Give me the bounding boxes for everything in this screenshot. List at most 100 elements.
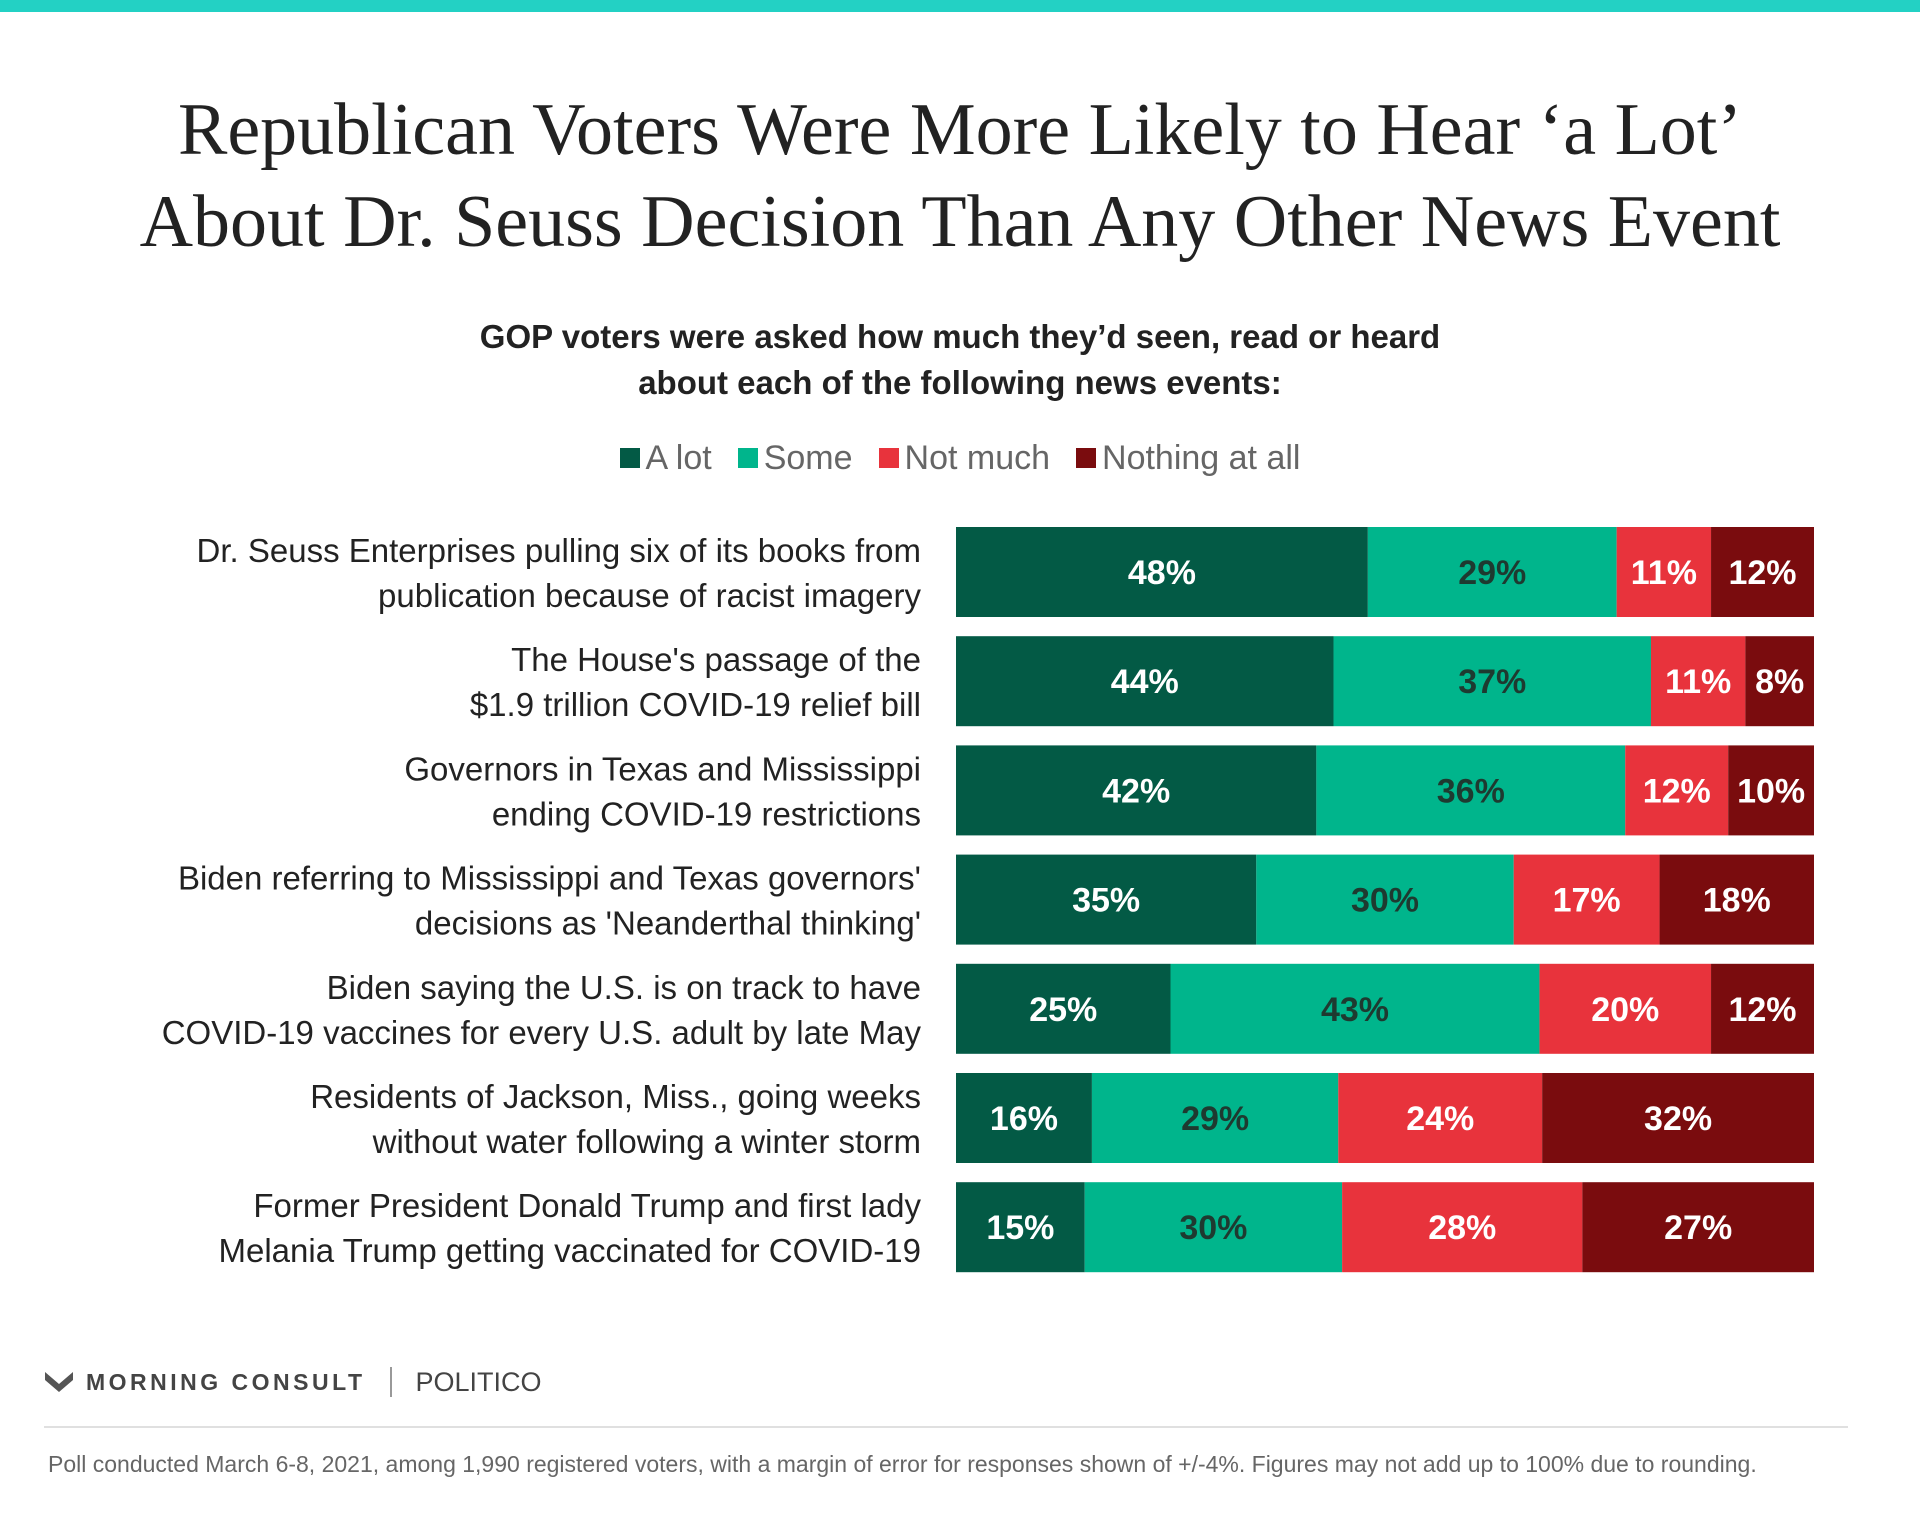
data-label: 44% [1111, 663, 1179, 701]
category-label-line: The House's passage of the [511, 641, 921, 678]
legend-swatch [619, 448, 640, 468]
data-label: 25% [1029, 991, 1097, 1029]
data-label: 16% [990, 1100, 1058, 1138]
category-label-line: ending COVID-19 restrictions [492, 795, 921, 832]
category-label-line: Biden referring to Mississippi and Texas… [178, 860, 921, 897]
bar-segment [1625, 745, 1729, 836]
bar-segment [1333, 636, 1651, 727]
brand-partner: POLITICO [415, 1366, 542, 1397]
category-label-line: Former President Donald Trump and first … [253, 1187, 921, 1224]
data-label: 35% [1072, 882, 1140, 920]
data-label: 36% [1437, 772, 1505, 810]
data-label: 24% [1406, 1100, 1474, 1138]
category-label: Former President Donald Trump and first … [219, 1187, 922, 1269]
bar-segment [1256, 854, 1514, 945]
bar-segment [1659, 854, 1814, 945]
data-label: 15% [986, 1209, 1054, 1247]
stacked-bar-chart: Dr. Seuss Enterprises pulling six of its… [162, 527, 1814, 1273]
data-label: 20% [1591, 991, 1659, 1029]
data-label: 43% [1321, 991, 1389, 1029]
data-label: 17% [1553, 882, 1621, 920]
data-label: 10% [1737, 772, 1805, 810]
legend-item-a-lot: A lot [619, 438, 712, 478]
data-label: 11% [1665, 663, 1731, 701]
bar-segment [1542, 1073, 1814, 1163]
data-label: 30% [1179, 1209, 1247, 1247]
data-label: 12% [1643, 772, 1711, 810]
legend-swatch [737, 448, 758, 468]
bar-segment [1745, 636, 1814, 727]
data-label: 29% [1458, 554, 1526, 592]
data-label: 12% [1728, 991, 1796, 1029]
brand-publisher: MORNING CONSULT [86, 1368, 366, 1395]
category-label-line: Dr. Seuss Enterprises pulling six of its… [197, 532, 921, 569]
bar-segment [1091, 1073, 1339, 1163]
category-label: The House's passage of the $1.9 trillion … [470, 641, 921, 723]
legend-item-some: Some [737, 438, 853, 478]
legend-item-not-much: Not much [878, 439, 1050, 478]
data-label: 27% [1664, 1209, 1732, 1247]
bar-segment [956, 963, 1171, 1054]
bar-segment [1084, 1182, 1343, 1273]
bar-segment [956, 745, 1317, 836]
bar-segment [1342, 1182, 1583, 1273]
bar-segment [1728, 745, 1814, 836]
bar-segment [1316, 745, 1626, 836]
bar-segment [1170, 963, 1540, 1054]
bar-segment [1616, 527, 1712, 617]
bar-segment [1711, 963, 1814, 1054]
chart-legend: A lot Some Not much Nothing at all [0, 436, 1920, 480]
brand-divider [389, 1367, 392, 1397]
data-label: 28% [1428, 1209, 1496, 1247]
data-label: 37% [1458, 663, 1526, 701]
legend-label: A lot [645, 438, 712, 477]
data-label: 12% [1728, 554, 1796, 592]
category-label: Residents of Jackson, Miss., going weeks… [310, 1078, 921, 1160]
top-accent-bar [0, 0, 1920, 12]
morning-consult-chevron-icon [45, 1372, 73, 1392]
data-label: 29% [1181, 1100, 1249, 1138]
bar-segment [1539, 963, 1712, 1054]
chart-title: Republican Voters Were More Likely to He… [0, 84, 1920, 268]
bar-segment [1338, 1073, 1543, 1163]
bar-segment [956, 636, 1334, 727]
data-label: 8% [1755, 663, 1804, 701]
data-label: 42% [1102, 772, 1170, 810]
category-label: Dr. Seuss Enterprises pulling six of its… [197, 532, 922, 614]
category-label-line: Governors in Texas and Mississippi [404, 750, 921, 787]
bar-segment [956, 854, 1257, 945]
chart-subtitle-line: GOP voters were asked how much they’d se… [479, 318, 1441, 355]
category-label-line: publication because of racist imagery [378, 577, 921, 614]
bar-segment [1582, 1182, 1814, 1273]
legend-label: Some [763, 438, 853, 477]
category-label-line: Biden saying the U.S. is on track to hav… [327, 969, 921, 1006]
data-label: 11% [1631, 554, 1697, 592]
data-label: 30% [1351, 882, 1419, 920]
category-label-line: COVID-19 vaccines for every U.S. adult b… [162, 1014, 922, 1051]
footer-divider [44, 1426, 1848, 1428]
category-label-line: $1.9 trillion COVID-19 relief bill [470, 686, 921, 723]
category-label-line: Melania Trump getting vaccinated for COV… [219, 1232, 922, 1269]
chart-title-line: Republican Voters Were More Likely to He… [177, 89, 1742, 171]
data-label: 18% [1703, 882, 1771, 920]
data-label: 48% [1128, 554, 1196, 592]
legend-swatch [1076, 448, 1097, 468]
data-label: 32% [1644, 1100, 1712, 1138]
category-label: Biden saying the U.S. is on track to hav… [162, 969, 922, 1051]
bar-segment [1711, 527, 1814, 617]
chart-title-line: About Dr. Seuss Decision Than Any Other … [139, 181, 1781, 263]
bar-segment [956, 527, 1368, 617]
bar-segment [1513, 854, 1660, 945]
bar-segment [1367, 527, 1617, 617]
category-label-line: decisions as 'Neanderthal thinking' [415, 905, 921, 942]
bar-segment [956, 1182, 1085, 1273]
legend-item-nothing-at-all: Nothing at all [1076, 439, 1300, 478]
bar-segment [956, 1073, 1092, 1163]
category-label: Governors in Texas and Mississippi ending… [404, 750, 921, 832]
category-label-line: Residents of Jackson, Miss., going weeks [310, 1078, 921, 1115]
footnote: Poll conducted March 6-8, 2021, among 1,… [48, 1451, 1757, 1477]
legend-label: Nothing at all [1102, 438, 1301, 477]
bar-segment [1650, 636, 1746, 727]
category-label: Biden referring to Mississippi and Texas… [178, 860, 921, 942]
legend-swatch [878, 448, 899, 468]
